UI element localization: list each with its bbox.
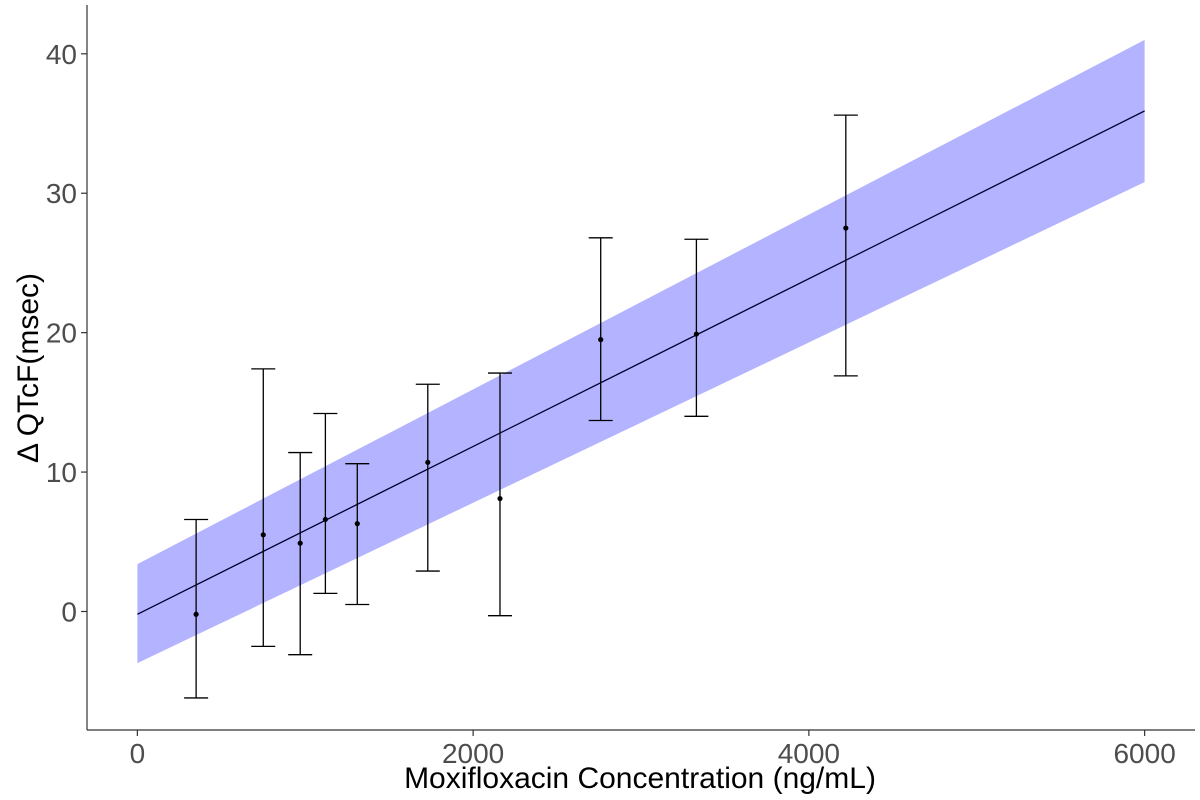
error-bar — [415, 383, 440, 572]
data-point — [354, 521, 360, 527]
y-tick-label: 0 — [61, 596, 77, 627]
error-bar — [833, 114, 858, 377]
error-bar — [684, 238, 709, 417]
error-bar — [487, 372, 512, 617]
error-bars-layer — [184, 114, 858, 699]
fit-line — [137, 110, 1145, 615]
x-axis-title: Moxifloxacin Concentration (ng/mL) — [404, 762, 876, 795]
data-point — [297, 540, 303, 546]
data-point — [693, 331, 700, 337]
data-point — [260, 532, 266, 538]
x-tick-label: 6000 — [1113, 738, 1175, 769]
data-point — [843, 225, 849, 231]
fit-line-layer — [137, 110, 1145, 615]
data-point — [497, 495, 503, 502]
y-tick-label: 20 — [46, 318, 77, 349]
error-bar — [345, 463, 370, 606]
data-point — [193, 611, 199, 617]
y-axis-title: Δ QTcF(msec) — [12, 273, 45, 463]
y-tick-label: 30 — [46, 178, 77, 209]
error-bar — [313, 412, 338, 595]
data-points-layer — [193, 225, 849, 617]
confidence-band-layer — [137, 39, 1145, 664]
data-point — [322, 516, 328, 523]
axes-layer: 0 2000 4000 6000 0 10 20 30 40 — [46, 5, 1195, 769]
data-point — [598, 337, 604, 343]
x-tick-label: 4000 — [778, 738, 840, 769]
error-bar — [184, 518, 209, 699]
x-tick-label: 0 — [130, 738, 146, 769]
data-point — [425, 459, 431, 465]
error-bar — [251, 368, 276, 647]
confidence-band — [137, 39, 1145, 664]
error-bar — [588, 237, 613, 422]
y-tick-label: 40 — [46, 39, 77, 70]
x-tick-label: 2000 — [442, 738, 504, 769]
error-bar — [288, 451, 313, 656]
y-tick-label: 10 — [46, 457, 77, 488]
